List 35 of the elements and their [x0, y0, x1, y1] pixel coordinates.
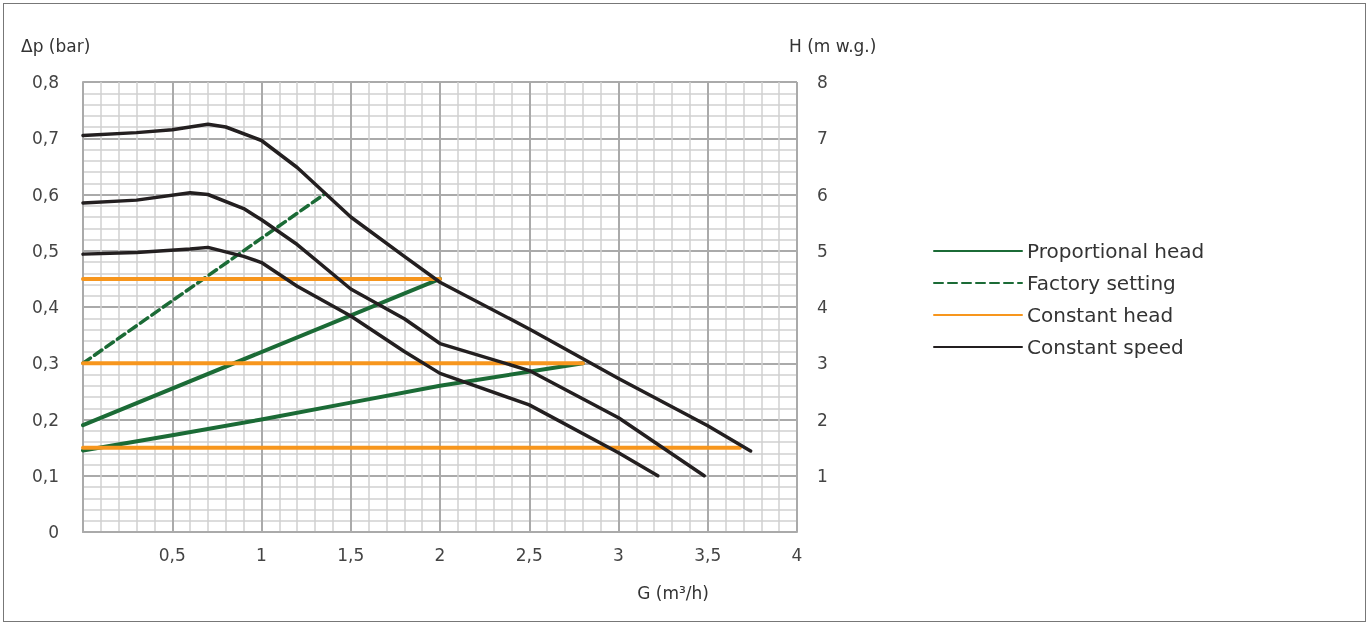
x-tick-label: 1,5	[337, 544, 365, 565]
x-tick-label: 0,5	[158, 544, 186, 565]
y-tick-label: 0,6	[31, 184, 59, 205]
y-axis-title: Δp (bar)	[21, 35, 91, 56]
x-tick-label: 4	[791, 544, 803, 565]
x-tick-label: 3,5	[694, 544, 722, 565]
y2-tick-label: 1	[817, 465, 828, 486]
y-tick-label: 0,5	[31, 240, 59, 261]
y2-tick-label: 5	[817, 240, 828, 261]
y-tick-label: 0,7	[31, 128, 59, 149]
legend-label: Factory setting	[1027, 271, 1176, 295]
y2-tick-label: 2	[817, 409, 828, 430]
legend-label: Proportional head	[1027, 239, 1205, 263]
legend-label: Constant speed	[1027, 335, 1184, 359]
y2-tick-label: 8	[817, 72, 828, 92]
legend-label: Constant head	[1027, 303, 1174, 327]
line-series	[81, 122, 753, 453]
x-tick-label: 2	[434, 544, 446, 565]
y-tick-label: 0	[48, 522, 59, 542]
y-tick-label: 0,1	[31, 465, 59, 486]
y-tick-label: 0,8	[31, 72, 59, 92]
x-axis-title: G (m³/h)	[637, 582, 709, 603]
y-tick-label: 0,2	[31, 409, 59, 430]
y-tick-label: 0,4	[31, 297, 59, 317]
y2-tick-label: 3	[817, 353, 828, 374]
y2-tick-label: 4	[817, 297, 828, 317]
y2-axis-title: H (m w.g.)	[789, 35, 877, 56]
y-tick-label: 0,3	[31, 353, 59, 374]
x-tick-label: 2,5	[515, 544, 543, 565]
line-series	[81, 191, 706, 478]
x-tick-label: 1	[256, 544, 267, 565]
y2-tick-label: 6	[817, 184, 828, 205]
x-tick-label: 3	[613, 544, 624, 565]
line-series	[81, 245, 660, 478]
y2-tick-label: 7	[817, 128, 828, 149]
